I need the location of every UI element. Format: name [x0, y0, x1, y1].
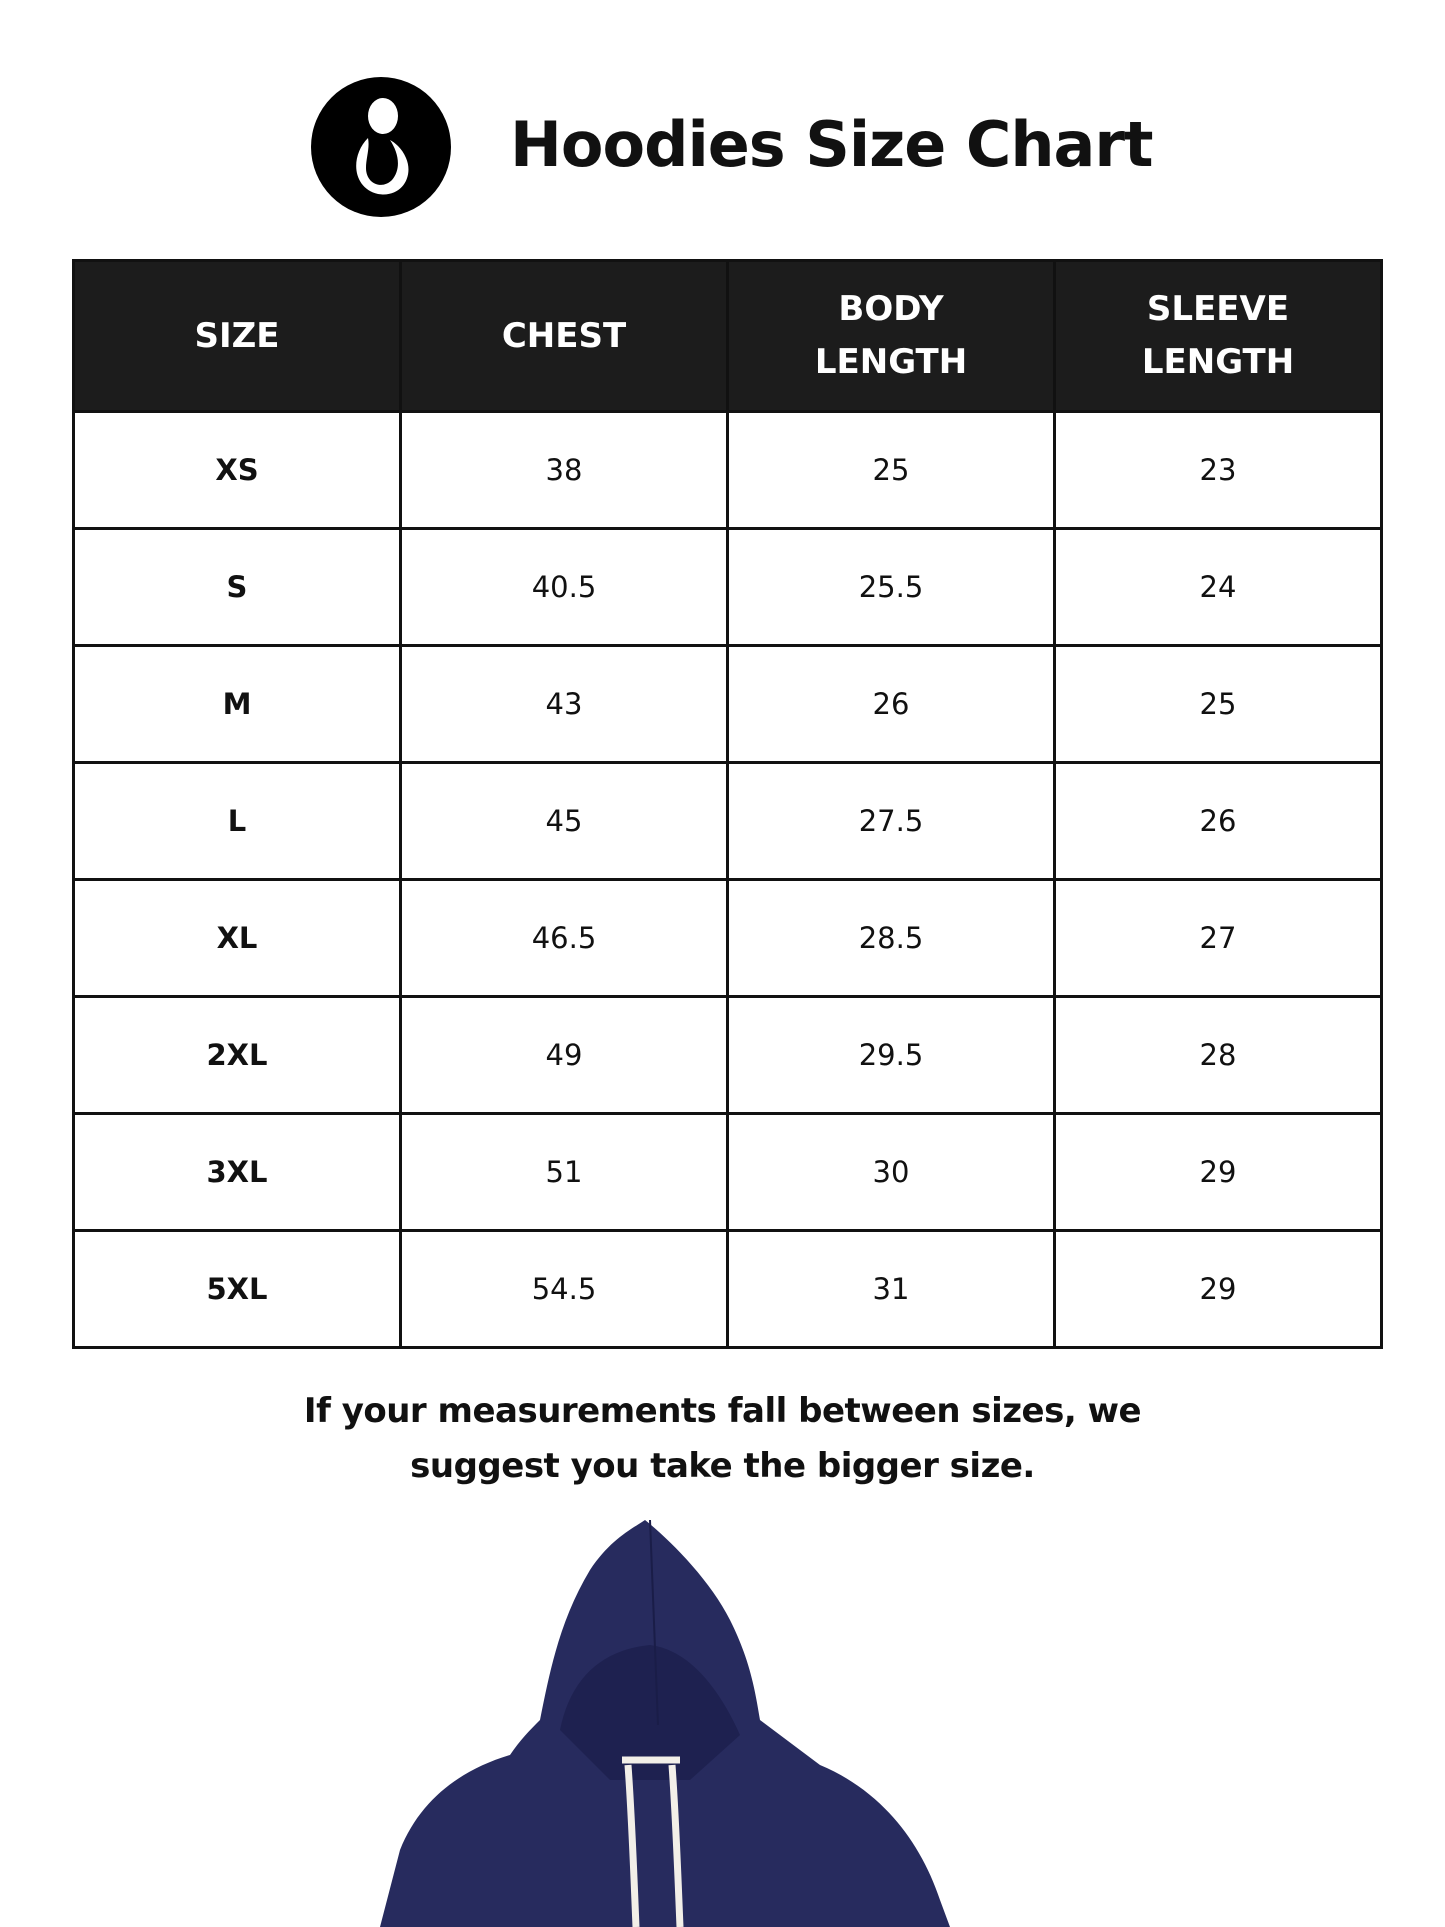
cell-size: XL	[72, 878, 402, 998]
column-header-text: SIZE	[194, 315, 280, 356]
cell-size: M	[72, 644, 402, 764]
cell-sleeve-length: 25	[1053, 644, 1383, 764]
cell-body-length: 30	[726, 1112, 1056, 1232]
column-header-text: LENGTH	[1141, 342, 1295, 382]
cell-chest: 51	[399, 1112, 729, 1232]
cell-body-length: 27.5	[726, 761, 1056, 881]
cell-body-length: 25.5	[726, 527, 1056, 647]
sizing-note: If your measurements fall between sizes,…	[0, 1384, 1445, 1494]
table-row: 2XL 49 29.5 28	[72, 995, 1383, 1115]
cell-body-length: 26	[726, 644, 1056, 764]
table-row: XS 38 25 23	[72, 410, 1383, 530]
cell-sleeve-length: 29	[1053, 1112, 1383, 1232]
cell-size: 3XL	[72, 1112, 402, 1232]
column-header-size: SIZE	[72, 259, 402, 413]
size-chart-table: SIZE CHEST BODY LENGTH SLEEVE LENGTH XS 38 25 23…	[72, 259, 1383, 1349]
cell-sleeve-length: 23	[1053, 410, 1383, 530]
cell-size: L	[72, 761, 402, 881]
column-header-text: SLEEVE	[1146, 289, 1290, 330]
cell-size: XS	[72, 410, 402, 530]
sizing-note-line-1: If your measurements fall between sizes,…	[303, 1391, 1142, 1431]
table-row: XL 46.5 28.5 27	[72, 878, 1383, 998]
table-row: S 40.5 25.5 24	[72, 527, 1383, 647]
cell-sleeve-length: 27	[1053, 878, 1383, 998]
column-header-text: LENGTH	[814, 342, 968, 382]
cell-chest: 49	[399, 995, 729, 1115]
cell-chest: 43	[399, 644, 729, 764]
cell-chest: 54.5	[399, 1229, 729, 1349]
cell-chest: 46.5	[399, 878, 729, 998]
table-row: 3XL 51 30 29	[72, 1112, 1383, 1232]
cell-size: 5XL	[72, 1229, 402, 1349]
cell-size: S	[72, 527, 402, 647]
cell-chest: 38	[399, 410, 729, 530]
cell-size: 2XL	[72, 995, 402, 1115]
cell-body-length: 31	[726, 1229, 1056, 1349]
cell-body-length: 28.5	[726, 878, 1056, 998]
table-row: 5XL 54.5 31 29	[72, 1229, 1383, 1349]
cell-sleeve-length: 26	[1053, 761, 1383, 881]
column-header-chest: CHEST	[399, 259, 729, 413]
cell-chest: 45	[399, 761, 729, 881]
page-title: Hoodies Size Chart	[510, 108, 1154, 181]
cell-body-length: 29.5	[726, 995, 1056, 1115]
cell-sleeve-length: 24	[1053, 527, 1383, 647]
cell-sleeve-length: 29	[1053, 1229, 1383, 1349]
cell-body-length: 25	[726, 410, 1056, 530]
column-header-text: BODY	[838, 289, 944, 330]
table-row: L 45 27.5 26	[72, 761, 1383, 881]
column-header-body-length: BODY LENGTH	[726, 259, 1056, 413]
column-header-sleeve-length: SLEEVE LENGTH	[1053, 259, 1383, 413]
table-header-row: SIZE CHEST BODY LENGTH SLEEVE LENGTH	[72, 259, 1383, 413]
column-header-text: CHEST	[501, 315, 627, 356]
hoodie-image	[380, 1520, 950, 1927]
cell-chest: 40.5	[399, 527, 729, 647]
mother-and-child-logo-icon	[311, 77, 451, 217]
sizing-note-line-2: suggest you take the bigger size.	[410, 1446, 1035, 1486]
cell-sleeve-length: 28	[1053, 995, 1383, 1115]
table-row: M 43 26 25	[72, 644, 1383, 764]
